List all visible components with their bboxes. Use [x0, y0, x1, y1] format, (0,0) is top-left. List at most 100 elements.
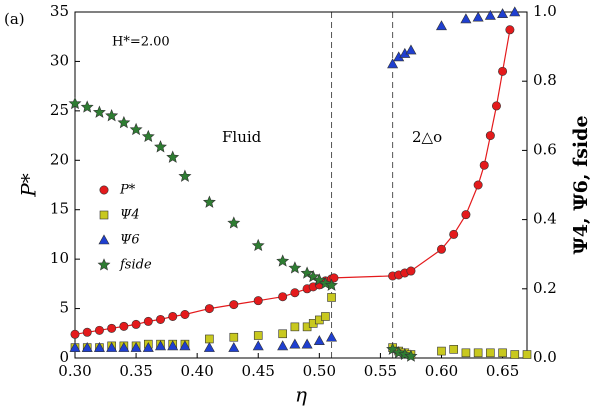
point: [491, 101, 501, 111]
point: [252, 340, 264, 351]
annotation: 2△o: [412, 128, 442, 146]
point: [180, 310, 190, 320]
y2-tick-label: 1.0: [533, 2, 557, 20]
legend-label: Ψ6: [120, 233, 140, 248]
legend-label: fside: [119, 258, 152, 273]
point: [278, 329, 287, 339]
point: [449, 229, 459, 239]
point: [479, 160, 489, 170]
annotation: H*=2.00: [112, 35, 170, 50]
point: [82, 327, 92, 337]
point: [505, 25, 515, 35]
legend-marker: [98, 234, 110, 245]
series-line: [74, 29, 511, 335]
point: [461, 210, 471, 220]
point: [276, 254, 290, 267]
point: [154, 140, 167, 153]
point: [141, 129, 155, 143]
y-axis-label: P*: [17, 173, 41, 197]
y2-tick-label: 0.6: [533, 140, 557, 158]
point: [143, 316, 153, 326]
point: [313, 335, 325, 345]
x-tick-label: 0.45: [242, 362, 275, 380]
point: [289, 338, 301, 349]
point: [253, 296, 263, 306]
point: [130, 342, 142, 352]
point: [119, 321, 129, 331]
point: [326, 331, 338, 342]
point: [387, 58, 399, 69]
point: [449, 345, 459, 354]
point: [473, 180, 483, 190]
point: [228, 342, 240, 352]
point: [93, 342, 105, 352]
legend-label: Ψ4: [120, 208, 140, 223]
y-tick-label: 30: [50, 51, 69, 69]
point: [301, 338, 313, 349]
point: [435, 20, 447, 31]
point: [321, 312, 330, 321]
y-tick-label: 5: [59, 299, 69, 317]
point: [510, 350, 520, 359]
point: [167, 340, 179, 351]
point: [278, 292, 288, 302]
panel-label: (a): [4, 10, 25, 28]
point: [498, 348, 507, 358]
y2-axis-label: Ψ4, Ψ6, fside: [570, 115, 592, 254]
point: [68, 96, 82, 110]
x-axis-label: η: [295, 383, 307, 407]
point: [129, 122, 143, 136]
legend-label: P*: [119, 183, 136, 198]
legend-marker: [99, 210, 109, 220]
point: [229, 300, 239, 310]
point: [229, 332, 239, 342]
point: [202, 195, 216, 208]
y-tick-label: 15: [50, 200, 69, 218]
point: [406, 266, 416, 276]
point: [327, 293, 336, 302]
y-tick-label: 25: [50, 101, 69, 119]
point: [131, 319, 141, 329]
point: [461, 348, 471, 358]
point: [473, 348, 483, 358]
y2-tick-label: 0.8: [533, 71, 557, 89]
point: [168, 311, 178, 321]
x-tick-label: 0.60: [425, 362, 458, 380]
point: [460, 13, 472, 24]
point: [118, 342, 130, 352]
y-tick-label: 20: [50, 150, 69, 168]
y-tick-label: 0: [59, 348, 69, 366]
point: [290, 322, 300, 332]
x-tick-label: 0.35: [119, 362, 152, 380]
point: [155, 340, 167, 351]
x-tick-label: 0.30: [58, 362, 91, 380]
point: [277, 340, 289, 351]
point: [436, 244, 446, 254]
point: [484, 9, 496, 20]
point: [105, 109, 119, 122]
point: [179, 340, 191, 351]
y2-tick-label: 0.0: [533, 348, 557, 366]
point: [288, 261, 302, 274]
point: [437, 346, 446, 356]
point: [94, 325, 104, 335]
y-tick-label: 35: [50, 2, 69, 20]
point: [142, 342, 154, 352]
point: [178, 169, 192, 182]
point: [156, 314, 166, 324]
point: [472, 11, 484, 22]
point: [117, 115, 131, 129]
point: [404, 349, 418, 362]
point: [325, 278, 338, 291]
point: [205, 334, 214, 344]
point: [92, 105, 106, 118]
annotation: Fluid: [222, 128, 262, 146]
point: [509, 6, 521, 17]
point: [204, 304, 214, 314]
point: [80, 100, 94, 113]
x-tick-label: 0.50: [303, 362, 336, 380]
y2-tick-label: 0.4: [533, 210, 557, 228]
legend-marker: [99, 185, 109, 195]
point: [227, 216, 241, 229]
